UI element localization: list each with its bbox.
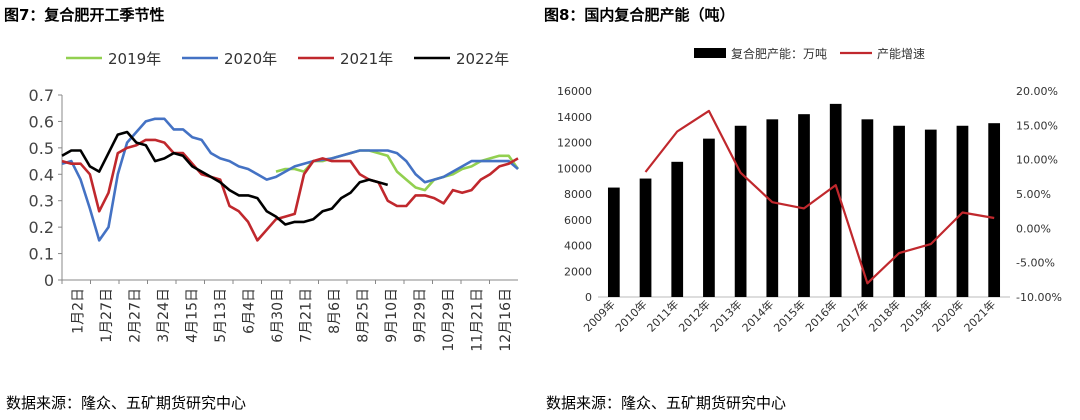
left-y-tick-label: 16000 — [557, 85, 592, 98]
x-tick-label: 1月27日 — [99, 288, 115, 343]
x-tick-label: 9月10日 — [384, 288, 400, 343]
left-y-tick-label: 6000 — [564, 214, 592, 227]
x-tick-label: 2011年 — [644, 297, 681, 334]
y-tick-label: 0 — [44, 271, 54, 290]
x-tick-label: 12月16日 — [498, 288, 514, 352]
y-tick-label: 0.4 — [29, 165, 54, 184]
right-y-tick-label: 15.00% — [1016, 119, 1058, 132]
right-y-tick-label: 10.00% — [1016, 154, 1058, 167]
x-tick-label: 11月21日 — [469, 288, 485, 352]
series-line-2021年 — [61, 138, 519, 242]
x-tick-label: 8月25日 — [355, 288, 371, 343]
x-tick-label: 2021年 — [961, 297, 998, 334]
y-tick-label: 0.7 — [29, 86, 54, 105]
legend-label-2022年: 2022年 — [456, 50, 509, 68]
x-tick-label: 2012年 — [676, 297, 713, 334]
right-chart-title: 图8：国内复合肥产能（吨） — [544, 6, 735, 24]
legend-label-growth: 产能增速 — [877, 47, 925, 61]
x-tick-label: 2018年 — [866, 297, 903, 334]
x-tick-label: 2013年 — [707, 297, 744, 334]
x-tick-label: 3月24日 — [156, 288, 172, 343]
capacity-bar — [861, 119, 874, 297]
left-chart-title: 图7：复合肥开工季节性 — [4, 6, 165, 24]
left-y-tick-label: 4000 — [564, 240, 592, 253]
right-chart-panel: 图8：国内复合肥产能（吨） 0 2000 4000 6000 8000 10000 1200… — [540, 0, 1080, 420]
left-y-tick-label: 12000 — [557, 137, 592, 150]
left-chart-svg: 0 0.1 0.2 0.3 0.4 0.5 0.6 0.7 1月2日 1月27日 2月27日 3月24… — [29, 50, 520, 352]
left-y-tick-label: 0 — [585, 291, 592, 304]
capacity-bar — [766, 119, 779, 297]
series-line-2019年 — [275, 149, 520, 192]
series-line-2020年 — [61, 117, 519, 242]
legend-label-capacity: 复合肥产能：万吨 — [731, 46, 827, 61]
y-tick-label: 0.2 — [29, 218, 54, 237]
capacity-bar — [734, 125, 747, 297]
x-tick-label: 2017年 — [834, 297, 871, 334]
x-tick-label: 6月4日 — [241, 288, 257, 334]
x-tick-label: 5月13日 — [213, 288, 229, 343]
left-y-tick-label: 2000 — [564, 265, 592, 278]
x-tick-label: 4月15日 — [184, 288, 200, 343]
x-tick-label: 2014年 — [739, 297, 776, 334]
legend-swatch-capacity — [694, 48, 726, 58]
capacity-bar — [798, 114, 810, 297]
capacity-bar — [956, 125, 969, 297]
left-y-tick-label: 8000 — [564, 188, 592, 201]
legend-label-2019年: 2019年 — [108, 50, 161, 68]
left-source-note: 数据来源：隆众、五矿期货研究中心 — [6, 394, 247, 412]
capacity-bar — [703, 138, 715, 297]
right-y-tick-label: 20.00% — [1016, 85, 1058, 98]
capacity-bar — [639, 178, 652, 297]
x-tick-label: 6月30日 — [270, 288, 286, 343]
x-tick-label: 2010年 — [612, 297, 649, 334]
capacity-bar — [671, 161, 684, 297]
x-tick-label: 2月27日 — [127, 288, 143, 343]
capacity-bar — [893, 125, 905, 297]
x-tick-label: 7月21日 — [298, 288, 314, 343]
growth-rate-line — [644, 109, 995, 285]
series-line-2022年 — [61, 130, 389, 226]
right-chart-svg: 0 2000 4000 6000 8000 10000 12000 14000 16000 -10… — [557, 46, 1062, 335]
right-source-note: 数据来源：隆众、五矿期货研究中心 — [546, 394, 787, 412]
capacity-bar — [829, 103, 842, 297]
right-y-tick-label: -10.00% — [1016, 291, 1062, 304]
left-y-tick-label: 10000 — [557, 162, 592, 175]
left-chart-panel: 图7：复合肥开工季节性 0 0.1 0.2 0.3 0.4 0.5 0.6 0.7 1月2日 1月… — [4, 6, 520, 412]
y-tick-label: 0.1 — [29, 245, 54, 264]
x-tick-label: 2016年 — [802, 297, 839, 334]
legend-label-2021年: 2021年 — [340, 50, 393, 68]
y-tick-label: 0.3 — [29, 192, 54, 211]
capacity-bar — [924, 129, 937, 297]
right-y-tick-label: 0.00% — [1016, 222, 1051, 235]
left-y-tick-label: 14000 — [557, 111, 592, 124]
x-tick-label: 10月29日 — [441, 288, 457, 352]
capacity-bar — [988, 123, 1001, 297]
x-tick-label: 8月6日 — [327, 288, 343, 334]
legend-label-2020年: 2020年 — [224, 50, 277, 68]
x-tick-label: 2015年 — [771, 297, 808, 334]
capacity-bar — [607, 187, 620, 297]
y-tick-label: 0.5 — [29, 139, 54, 158]
right-y-tick-label: -5.00% — [1016, 257, 1055, 270]
y-tick-label: 0.6 — [29, 112, 54, 131]
x-tick-label: 1月2日 — [70, 288, 86, 334]
x-tick-label: 9月29日 — [412, 288, 428, 343]
right-y-tick-label: 5.00% — [1016, 188, 1051, 201]
x-tick-label: 2020年 — [929, 297, 966, 334]
x-tick-label: 2019年 — [897, 297, 934, 334]
